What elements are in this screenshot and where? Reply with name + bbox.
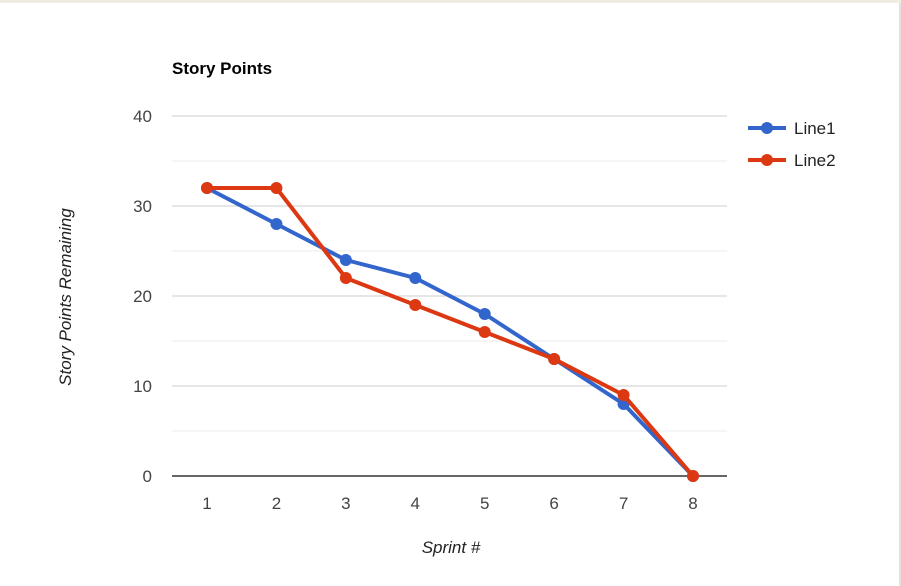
y-axis-label: Story Points Remaining: [56, 208, 75, 386]
x-tick-label: 1: [202, 494, 211, 513]
chart-title: Story Points: [172, 59, 272, 78]
data-point: [409, 299, 422, 311]
legend-marker: [761, 154, 773, 166]
legend-item[interactable]: Line1: [748, 119, 836, 138]
x-tick-label: 8: [688, 494, 697, 513]
data-point: [548, 353, 561, 365]
data-point: [339, 272, 352, 284]
gridlines: [172, 115, 727, 432]
y-tick-label: 30: [133, 197, 152, 216]
x-tick-label: 6: [549, 494, 558, 513]
chart-panel: 0 10 20 30 40 1 2 3 4 5 6 7 8 Line1 Line2 Story Poin…: [0, 3, 901, 586]
data-point: [201, 182, 213, 194]
data-point: [478, 308, 491, 320]
series-line-1: [206, 186, 695, 478]
x-tick-label: 5: [480, 494, 489, 513]
x-axis-label: Sprint #: [422, 538, 481, 557]
data-point: [687, 470, 699, 482]
legend-label: Line1: [794, 119, 836, 138]
data-point: [270, 218, 283, 230]
y-tick-label: 10: [133, 377, 152, 396]
data-point: [617, 389, 630, 401]
legend[interactable]: Line1 Line2: [748, 119, 836, 170]
y-axis-ticks: 0 10 20 30 40: [133, 107, 152, 486]
legend-marker: [761, 122, 773, 134]
x-tick-label: 7: [619, 494, 628, 513]
data-point: [478, 326, 491, 338]
data-point: [339, 254, 352, 266]
legend-label: Line2: [794, 151, 836, 170]
y-tick-label: 40: [133, 107, 152, 126]
x-tick-label: 2: [272, 494, 281, 513]
x-axis-ticks: 1 2 3 4 5 6 7 8: [202, 494, 697, 513]
legend-item[interactable]: Line2: [748, 151, 836, 170]
data-point: [409, 272, 422, 284]
series-line-2: [207, 186, 695, 478]
x-tick-label: 3: [341, 494, 350, 513]
series-group: [201, 182, 699, 482]
line-chart: 0 10 20 30 40 1 2 3 4 5 6 7 8 Line1 Line2 Story Poin…: [56, 59, 836, 557]
y-tick-label: 0: [143, 467, 152, 486]
y-tick-label: 20: [133, 287, 152, 306]
x-tick-label: 4: [411, 494, 420, 513]
data-point: [270, 182, 283, 194]
